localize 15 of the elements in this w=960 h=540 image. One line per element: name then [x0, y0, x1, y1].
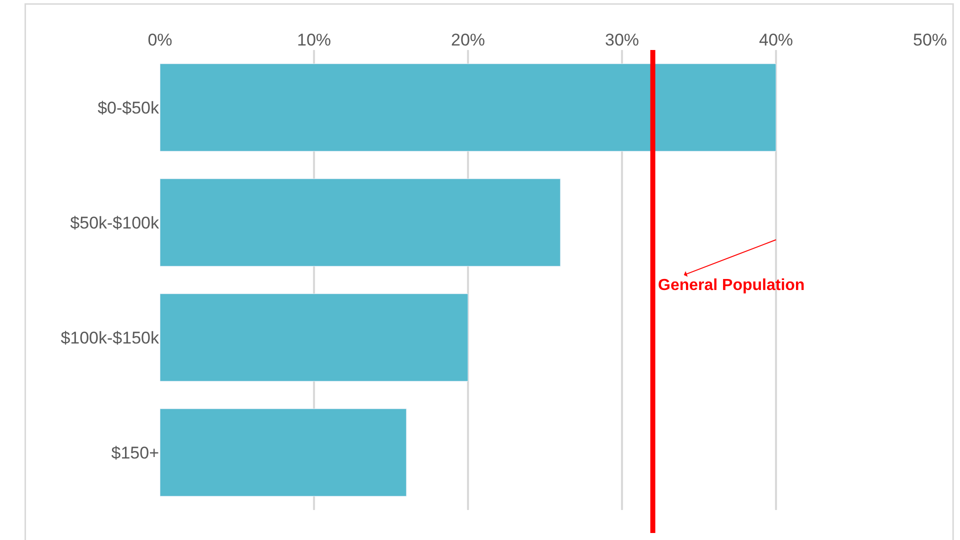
x-tick-label: 30% — [604, 30, 640, 50]
bar — [160, 294, 468, 382]
bar — [160, 64, 776, 152]
ref-line-label: General Population — [658, 277, 805, 294]
bar — [160, 178, 561, 266]
y-tick-label: $50k-$100k — [70, 213, 160, 232]
x-tick-label: 0% — [148, 30, 172, 50]
x-tick-label: 10% — [296, 30, 332, 50]
x-tick-label: 20% — [450, 30, 486, 50]
bar — [160, 408, 407, 496]
y-tick-label: $100k-$150k — [60, 328, 160, 348]
x-tick-label: 50% — [912, 30, 948, 50]
y-tick-label: $0-$50k — [98, 98, 160, 118]
y-tick-label: $150+ — [111, 443, 160, 462]
x-tick-label: 40% — [758, 30, 794, 50]
